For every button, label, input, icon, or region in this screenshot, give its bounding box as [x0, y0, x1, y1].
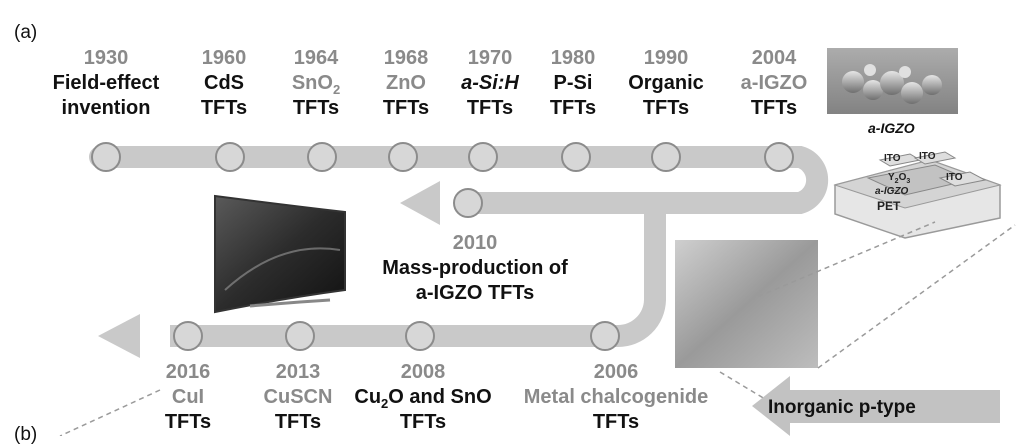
- timeline-graphic: [59, 48, 1016, 437]
- inorganic-ptype-arrow: [752, 376, 1000, 436]
- timeline-track: [89, 146, 829, 214]
- year-2008: 2008: [400, 361, 446, 383]
- arrow-head-2010: [400, 181, 440, 225]
- callout-lines: [59, 221, 1016, 437]
- timeline-figure: (a) (b) 1930 Field-effect invention 1960…: [14, 22, 1016, 445]
- year-2013: 2013: [275, 361, 321, 383]
- year-1964: 1964: [293, 47, 339, 69]
- panel-label-b: (b): [14, 424, 38, 445]
- year-1968: 1968: [383, 47, 429, 69]
- node-1970: [468, 142, 498, 172]
- node-2008: [405, 321, 435, 351]
- year-2006: 2006: [593, 361, 639, 383]
- inorganic-ptype-label: Inorganic p-type: [768, 397, 916, 418]
- layer-ito-1: ITO: [884, 153, 901, 164]
- label-1964-line2: TFTs: [292, 97, 340, 119]
- layer-ito-2: ITO: [919, 151, 936, 162]
- igzo-structure-image: [827, 48, 958, 114]
- label-1990-line2: TFTs: [642, 97, 690, 119]
- timeline-nodes: [91, 142, 794, 351]
- panel-label-a: (a): [14, 22, 38, 43]
- timeline-track-lower: [170, 203, 666, 347]
- node-2004: [764, 142, 794, 172]
- year-1990: 1990: [643, 47, 689, 69]
- curved-tv-image: [214, 194, 346, 314]
- label-1960-line1: CdS: [204, 72, 244, 94]
- label-1930-line2: invention: [61, 97, 151, 119]
- node-2006: [590, 321, 620, 351]
- year-2016: 2016: [165, 361, 211, 383]
- label-2008-line1: Cu2O and SnO: [354, 386, 492, 411]
- label-1980-line2: TFTs: [549, 97, 597, 119]
- node-1930: [91, 142, 121, 172]
- arrow-head-2016: [98, 314, 140, 358]
- node-2016: [173, 321, 203, 351]
- layer-y2o3: Y2O3: [888, 172, 911, 185]
- label-1930-line1: Field-effect: [52, 72, 160, 94]
- year-1980: 1980: [550, 47, 596, 69]
- node-1990: [651, 142, 681, 172]
- layer-pet: PET: [877, 199, 901, 213]
- year-2004: 2004: [751, 47, 797, 69]
- label-2004-line1: a-IGZO: [740, 72, 808, 94]
- node-1964: [307, 142, 337, 172]
- node-2010: [453, 188, 483, 218]
- label-2013-line2: TFTs: [274, 411, 322, 433]
- label-2013-line1: CuSCN: [263, 386, 333, 408]
- label-1980-line1: P-Si: [553, 72, 593, 94]
- label-2006-line1: Metal chalcogenide: [523, 386, 709, 408]
- layer-igzo: a-IGZO: [875, 186, 909, 197]
- node-1980: [561, 142, 591, 172]
- igzo-caption: a-IGZO: [868, 120, 915, 136]
- year-1960: 1960: [201, 47, 247, 69]
- label-2016-line1: CuI: [171, 386, 205, 408]
- flexible-device-photo: [675, 240, 818, 368]
- label-1970-line1: a-Si:H: [461, 72, 519, 94]
- label-1970-line2: TFTs: [466, 97, 514, 119]
- label-2010-line2: a-IGZO TFTs: [415, 282, 535, 304]
- label-2006-line2: TFTs: [592, 411, 640, 433]
- label-1990-line1: Organic: [628, 72, 704, 94]
- label-1968-line1: ZnO: [386, 72, 426, 94]
- label-2008-line2: TFTs: [399, 411, 447, 433]
- device-stack-image: [833, 151, 1002, 239]
- label-1964-line1: SnO2: [291, 72, 341, 97]
- node-2013: [285, 321, 315, 351]
- label-2016-line2: TFTs: [164, 411, 212, 433]
- label-1968-line2: TFTs: [382, 97, 430, 119]
- label-1960-line2: TFTs: [200, 97, 248, 119]
- label-2010-line1: Mass-production of: [382, 257, 568, 279]
- year-1930: 1930: [83, 47, 129, 69]
- node-1960: [215, 142, 245, 172]
- node-1968: [388, 142, 418, 172]
- label-2004-line2: TFTs: [750, 97, 798, 119]
- year-2010: 2010: [452, 232, 498, 254]
- year-1970: 1970: [467, 47, 513, 69]
- layer-ito-3: ITO: [946, 172, 963, 183]
